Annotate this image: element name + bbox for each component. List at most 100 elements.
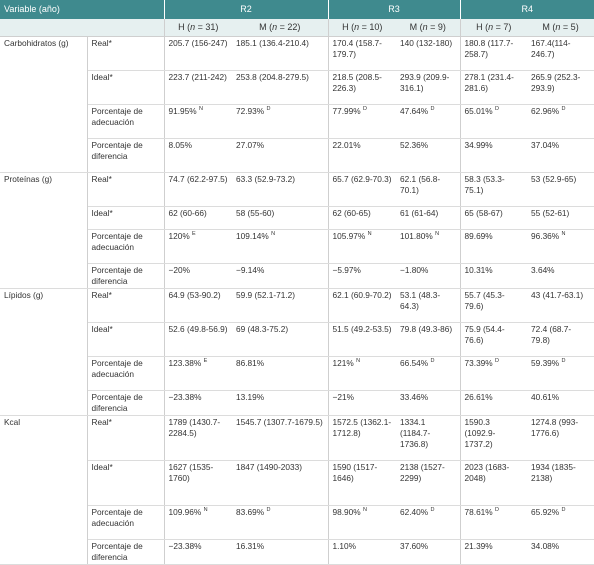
group-header-r2: R2 — [163, 0, 329, 19]
cell-superscript: D — [561, 106, 566, 112]
cell-value: 8.05% — [168, 140, 193, 150]
cell-value: 27.07% — [236, 140, 265, 150]
cell-value: 105.97% — [332, 231, 366, 241]
table-cell: 1.10% — [327, 539, 397, 565]
table-cell: 62 (60-65) — [327, 206, 397, 230]
table-cell: 77.99% D — [327, 104, 397, 139]
cell-superscript: D — [561, 358, 566, 364]
subheader-n-value: 5 — [570, 22, 576, 32]
table-cell: 62.96% D — [527, 104, 594, 139]
cell-value: 61 (61-64) — [400, 208, 439, 218]
cell-value: 75.9 (54.4-76.6) — [464, 324, 505, 345]
table-cell: 96.36% N — [527, 229, 594, 264]
cell-value: 62.40% — [400, 507, 429, 517]
cell-value: 2023 (1683-2048) — [464, 462, 510, 483]
subheader-n-value: 31 — [205, 22, 216, 32]
cell-value: 1847 (1490-2033) — [236, 462, 302, 472]
cell-value: 77.99% — [332, 106, 361, 116]
cell-value: 121% — [332, 358, 354, 368]
cell-value: 72.93% — [236, 106, 265, 116]
cell-value: 293.9 (209.9-316.1) — [400, 72, 450, 93]
table-cell: 1934 (1835-2138) — [527, 460, 594, 506]
cell-value: 22.01% — [332, 140, 361, 150]
table-cell: 89.69% — [459, 229, 528, 264]
subheader-h-2: H (n = 10) — [327, 19, 397, 37]
table-row: Porcentaje de diferencia 8.05% 27.07% 22.01… — [0, 138, 594, 173]
row-label: Porcentaje de adecuación — [87, 104, 164, 139]
subheader-n-label: n — [190, 22, 196, 32]
cell-value: −9.14% — [236, 265, 265, 275]
table-cell: 1847 (1490-2033) — [232, 460, 329, 506]
cell-value: 66.54% — [400, 358, 429, 368]
table-cell: 86.81% — [232, 356, 329, 391]
subheader-n-value: 22 — [287, 22, 298, 32]
table-cell: 75.9 (54.4-76.6) — [459, 322, 528, 357]
cell-value: −20% — [168, 265, 190, 275]
table-cell: 62.1 (60.9-70.2) — [327, 288, 397, 323]
subheader-n-label: n — [272, 22, 278, 32]
row-label: Real* — [87, 415, 164, 461]
cell-value: 53 (52.9-65) — [531, 174, 577, 184]
cell-value: 278.1 (231.4-281.6) — [464, 72, 514, 93]
table-row: Ideal* 1627 (1535-1760) 1847 (1490-2033) 15… — [0, 460, 594, 506]
table-row: Lípidos (g) Real* 64.9 (53-90.2) 59.9 (52.1… — [0, 288, 594, 416]
cell-value: 1274.8 (993-1776.6) — [531, 417, 579, 438]
table-cell: 180.8 (117.7-258.7) — [459, 36, 528, 71]
table-cell: 52.6 (49.8-56.9) — [163, 322, 232, 357]
cell-value: 185.1 (136.4-210.4) — [236, 38, 309, 48]
cell-superscript: D — [561, 507, 566, 513]
cell-value: 69 (48.3-75.2) — [236, 324, 289, 334]
table-cell: −23.38% — [163, 390, 232, 416]
cell-value: 34.99% — [464, 140, 493, 150]
cell-value: 83.69% — [236, 507, 265, 517]
table-cell: 140 (132-180) — [396, 36, 461, 71]
table-cell: 2138 (1527-2299) — [396, 460, 461, 506]
subheader-n-label: n — [422, 22, 428, 32]
cell-value: 65 (58-67) — [464, 208, 503, 218]
subheader-m-5: M (n = 5) — [527, 19, 594, 37]
cell-value: 1627 (1535-1760) — [168, 462, 214, 483]
table-cell: 83.69% D — [232, 505, 329, 540]
table-cell: 1572.5 (1362.1-1712.8) — [327, 415, 397, 461]
table-cell: 109.96% N — [163, 505, 232, 540]
table-row: Porcentaje de adecuación 109.96% N 83.69% … — [0, 505, 594, 540]
subheader-sex: M — [409, 22, 418, 32]
table-cell: 78.61% D — [459, 505, 528, 540]
table-cell: 21.39% — [459, 539, 528, 565]
cell-value: 180.8 (117.7-258.7) — [464, 38, 514, 59]
cell-value: 170.4 (158.7-179.7) — [332, 38, 382, 59]
table-cell: 64.9 (53-90.2) — [163, 288, 232, 323]
cell-value: 79.8 (49.3-86) — [400, 324, 453, 334]
cell-superscript: N — [198, 106, 203, 112]
table-cell: 62.40% D — [396, 505, 461, 540]
table-cell: 1545.7 (1307.7-1679.5) — [232, 415, 329, 461]
table-cell: 59.39% D — [527, 356, 594, 391]
cell-value: 223.7 (211-242) — [168, 72, 227, 82]
cell-superscript: D — [430, 358, 435, 364]
cell-superscript: D — [494, 358, 499, 364]
cell-superscript: N — [203, 507, 208, 513]
subheader-n-value: 10 — [369, 22, 380, 32]
subheader-eq: = — [359, 22, 370, 32]
table-cell: 61 (61-64) — [396, 206, 461, 230]
subheader-eq: = — [493, 22, 504, 32]
table-row: Proteínas (g) Real* 74.7 (62.2-97.5) 63.3 (… — [0, 172, 594, 289]
cell-value: 2138 (1527-2299) — [400, 462, 445, 483]
cell-value: 53.1 (48.3-64.3) — [400, 290, 441, 311]
table-cell: 33.46% — [396, 390, 461, 416]
table-cell: 205.7 (156-247) — [163, 36, 232, 71]
cell-value: 58 (55-60) — [236, 208, 275, 218]
cell-value: 64.9 (53-90.2) — [168, 290, 221, 300]
table-cell: 65.01% D — [459, 104, 528, 139]
subheader-sex: H — [476, 22, 483, 32]
cell-value: 65.01% — [464, 106, 493, 116]
table-cell: 1274.8 (993-1776.6) — [527, 415, 594, 461]
table-cell: 74.7 (62.2-97.5) — [163, 172, 232, 207]
subheader-m-3: M (n = 9) — [396, 19, 461, 37]
cell-value: 52.6 (49.8-56.9) — [168, 324, 228, 334]
cell-value: 13.19% — [236, 392, 265, 402]
variable-header: Variable (año) — [0, 0, 164, 19]
table-cell: 218.5 (208.5-226.3) — [327, 70, 397, 105]
row-label: Porcentaje de diferencia — [87, 138, 164, 173]
